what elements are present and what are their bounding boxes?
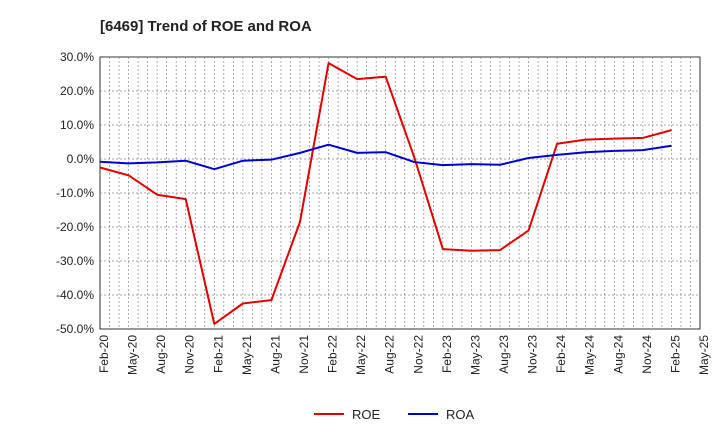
series-line-roe	[99, 62, 672, 325]
y-tick-label: -30.0%	[56, 254, 94, 268]
series-line-roa	[99, 143, 672, 171]
series-lines	[99, 62, 672, 325]
x-axis-ticks: Feb-20 May-20 Aug-20 Nov-20 Feb-21 May-21 Aug-…	[97, 335, 711, 375]
x-tick-label: Nov-22	[411, 335, 425, 374]
x-tick-label: Nov-20	[183, 335, 197, 374]
y-tick-label: -20.0%	[56, 220, 94, 234]
x-tick-label: Aug-23	[497, 335, 511, 374]
x-tick-label: May-23	[468, 335, 482, 375]
x-tick-label: Aug-22	[383, 335, 397, 374]
x-tick-label: Nov-21	[297, 335, 311, 374]
x-tick-label: Feb-25	[668, 335, 682, 373]
y-tick-label: -50.0%	[56, 322, 94, 336]
grid-lines	[100, 57, 700, 329]
legend: ROE ROA	[314, 407, 475, 422]
x-tick-label: May-25	[697, 335, 711, 375]
chart-title: [6469] Trend of ROE and ROA	[100, 18, 312, 35]
x-tick-label: Nov-24	[640, 335, 654, 374]
y-tick-label: 0.0%	[67, 152, 95, 166]
x-tick-label: Nov-23	[526, 335, 540, 374]
x-tick-label: May-20	[126, 335, 140, 375]
y-axis-ticks: 30.0% 20.0% 10.0% 0.0% -10.0% -20.0% -30.0% -40…	[56, 50, 94, 336]
legend-label-roe: ROE	[352, 407, 381, 422]
x-tick-label: Feb-20	[97, 335, 111, 373]
x-tick-label: Aug-24	[611, 335, 625, 374]
y-tick-label: 10.0%	[60, 118, 94, 132]
x-tick-label: Aug-21	[268, 335, 282, 374]
x-tick-label: May-22	[354, 335, 368, 375]
x-tick-label: Aug-20	[154, 335, 168, 374]
x-tick-label: Feb-21	[211, 335, 225, 373]
y-tick-label: -40.0%	[56, 288, 94, 302]
x-tick-label: Feb-22	[326, 335, 340, 373]
x-tick-label: May-24	[583, 335, 597, 375]
legend-label-roa: ROA	[446, 407, 475, 422]
y-tick-label: -10.0%	[56, 186, 94, 200]
x-tick-label: Feb-23	[440, 335, 454, 373]
x-tick-label: Feb-24	[554, 335, 568, 373]
x-tick-label: May-21	[240, 335, 254, 375]
y-tick-label: 30.0%	[60, 50, 94, 64]
y-tick-label: 20.0%	[60, 84, 94, 98]
